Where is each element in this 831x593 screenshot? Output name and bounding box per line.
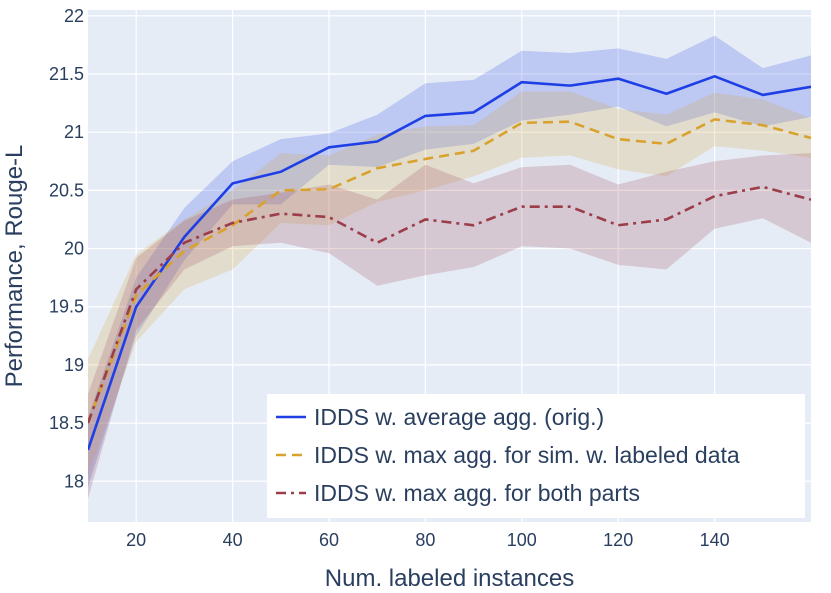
series-line-3 (88, 185, 811, 424)
x-tick-label: 60 (319, 530, 339, 550)
y-tick-label: 22 (64, 6, 84, 26)
y-tick-label: 18.5 (49, 413, 84, 433)
confidence-band-series-3 (88, 153, 811, 499)
x-tick-label: 20 (126, 530, 146, 550)
series-line-2 (88, 118, 811, 424)
series-line-1 (88, 75, 811, 451)
legend-label-3: IDDS w. max agg. for both parts (314, 480, 640, 506)
y-tick-label: 19 (64, 355, 84, 375)
x-tick-label: 140 (700, 530, 730, 550)
x-tick-label: 40 (223, 530, 243, 550)
x-tick-label: 100 (507, 530, 537, 550)
confidence-band-series-1 (88, 35, 811, 488)
confidence-bands (88, 35, 811, 499)
y-tick-label: 19.5 (49, 297, 84, 317)
y-tick-label: 21 (64, 122, 84, 142)
y-axis-ticks: 18 18.5 19 19.5 20 20.5 21 21.5 22 (49, 6, 84, 491)
legend-label-1: IDDS w. average agg. (orig.) (314, 404, 604, 430)
x-tick-label: 120 (603, 530, 633, 550)
y-axis-title: Performance, Rouge-L (1, 145, 28, 388)
confidence-band-series-2 (88, 91, 811, 476)
y-tick-label: 20 (64, 239, 84, 259)
series-lines (88, 75, 811, 451)
x-tick-label: 80 (415, 530, 435, 550)
legend: IDDS w. average agg. (orig.) IDDS w. max … (267, 394, 805, 518)
grid-lines (88, 10, 811, 522)
y-tick-label: 20.5 (49, 180, 84, 200)
y-tick-label: 18 (64, 471, 84, 491)
x-axis-title: Num. labeled instances (325, 565, 574, 592)
y-tick-label: 21.5 (49, 64, 84, 84)
legend-box (267, 394, 805, 518)
x-axis-ticks: 20 40 60 80 100 120 140 (126, 530, 729, 550)
legend-label-2: IDDS w. max agg. for sim. w. labeled dat… (314, 442, 740, 468)
